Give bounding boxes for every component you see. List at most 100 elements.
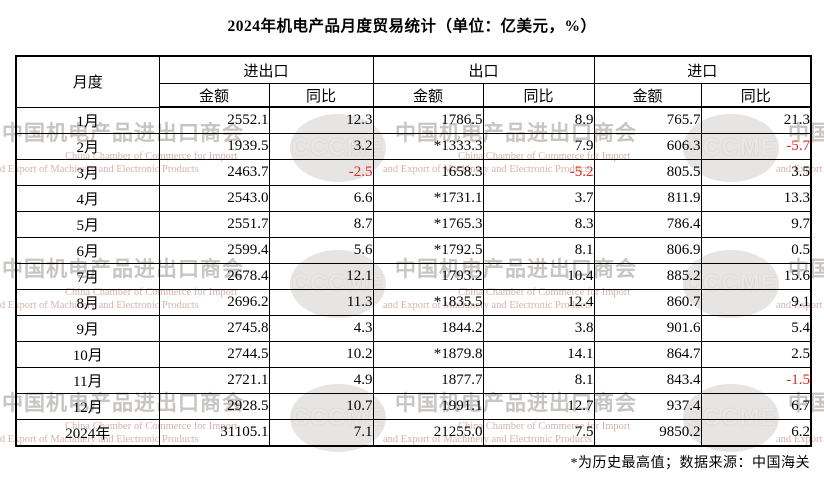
value-cell: 8.3 — [482, 211, 595, 238]
value-cell: 1658.3 — [372, 159, 484, 186]
trade-statistics-table: 月度 进出口 出口 进口 金额 同比 金额 同比 金额 同比 1月 2552.1 1… — [15, 55, 813, 447]
value-cell: 15.6 — [700, 263, 812, 290]
footnote: *为历史最高值；数据来源：中国海关 — [570, 456, 810, 471]
table-row: 1月 2552.1 12.3 1786.5 8.9 765.7 21.3 — [15, 106, 812, 134]
col-header-amount-ie: 金额 — [158, 83, 270, 108]
value-cell: 6.7 — [700, 393, 812, 420]
value-cell: 2.5 — [700, 341, 812, 368]
table-row: 7月 2678.4 12.1 1793.2 10.4 885.2 15.6 — [15, 263, 812, 290]
value-cell: 2744.5 — [158, 341, 270, 368]
value-cell: 2721.1 — [158, 367, 270, 394]
col-group-export: 出口 — [372, 55, 595, 84]
value-cell: 2678.4 — [158, 263, 270, 290]
value-cell: 2928.5 — [158, 393, 270, 420]
value-cell: 10.2 — [268, 341, 374, 368]
value-cell: 1877.7 — [372, 367, 484, 394]
value-cell: 843.4 — [593, 367, 702, 394]
value-cell: *1731.1 — [372, 185, 484, 212]
table-title: 2024年机电产品月度贸易统计（单位：亿美元，%） — [227, 18, 597, 35]
month-cell: 10月 — [15, 341, 160, 368]
value-cell: 765.7 — [593, 106, 702, 134]
header-sub-row: 金额 同比 金额 同比 金额 同比 — [16, 83, 812, 108]
value-cell: *1765.3 — [372, 211, 484, 238]
table-row: 11月 2721.1 4.9 1877.7 8.1 843.4 -1.5 — [15, 367, 812, 394]
month-cell: 4月 — [15, 185, 160, 212]
col-header-amount-import: 金额 — [593, 83, 702, 108]
month-cell: 6月 — [15, 237, 160, 264]
value-cell: 12.4 — [482, 289, 595, 316]
value-cell: -5.2 — [482, 159, 595, 186]
value-cell: 4.9 — [268, 367, 374, 394]
value-cell: 12.7 — [482, 393, 595, 420]
col-header-month: 月度 — [15, 55, 160, 108]
value-cell: 2543.0 — [158, 185, 270, 212]
value-cell: 7.5 — [482, 419, 595, 447]
month-cell: 7月 — [15, 263, 160, 290]
value-cell: 1786.5 — [372, 106, 484, 134]
value-cell: 9.1 — [700, 289, 812, 316]
value-cell: 12.1 — [268, 263, 374, 290]
value-cell: 3.8 — [482, 315, 595, 342]
table-row: 4月 2543.0 6.6 *1731.1 3.7 811.9 13.3 — [15, 185, 812, 212]
col-header-yoy-ie: 同比 — [268, 83, 374, 108]
month-cell: 1月 — [15, 106, 160, 134]
value-cell: 805.5 — [593, 159, 702, 186]
value-cell: 885.2 — [593, 263, 702, 290]
value-cell: 606.3 — [593, 133, 702, 160]
value-cell: 811.9 — [593, 185, 702, 212]
value-cell: 12.3 — [268, 106, 374, 134]
value-cell: 1793.2 — [372, 263, 484, 290]
value-cell: *1792.5 — [372, 237, 484, 264]
table-row: 3月 2463.7 -2.5 1658.3 -5.2 805.5 3.5 — [15, 159, 812, 186]
value-cell: -1.5 — [700, 367, 812, 394]
value-cell: 21.3 — [700, 106, 812, 134]
value-cell: -5.7 — [700, 133, 812, 160]
value-cell: 5.4 — [700, 315, 812, 342]
value-cell: 2696.2 — [158, 289, 270, 316]
table-row: 5月 2551.7 8.7 *1765.3 8.3 786.4 9.7 — [15, 211, 812, 238]
col-header-yoy-import: 同比 — [700, 83, 812, 108]
value-cell: *1879.8 — [372, 341, 484, 368]
value-cell: 786.4 — [593, 211, 702, 238]
value-cell: 9.7 — [700, 211, 812, 238]
table-row: 9月 2745.8 4.3 1844.2 3.8 901.6 5.4 — [15, 315, 812, 342]
month-cell: 3月 — [15, 159, 160, 186]
value-cell: 2599.4 — [158, 237, 270, 264]
table-row: 6月 2599.4 5.6 *1792.5 8.1 806.9 0.5 — [15, 237, 812, 264]
value-cell: 9850.2 — [593, 419, 702, 447]
value-cell: 8.7 — [268, 211, 374, 238]
value-cell: 8.1 — [482, 367, 595, 394]
table-row: 12月 2928.5 10.7 1991.1 12.7 937.4 6.7 — [15, 393, 812, 420]
value-cell: 0.5 — [700, 237, 812, 264]
value-cell: 860.7 — [593, 289, 702, 316]
value-cell: 1844.2 — [372, 315, 484, 342]
value-cell: 937.4 — [593, 393, 702, 420]
value-cell: *1333.3 — [372, 133, 484, 160]
value-cell: 7.1 — [268, 419, 374, 447]
col-group-import: 进口 — [593, 55, 812, 84]
value-cell: 1991.1 — [372, 393, 484, 420]
table-row: 2月 1939.5 3.2 *1333.3 7.9 606.3 -5.7 — [15, 133, 812, 160]
value-cell: 6.2 — [700, 419, 812, 447]
month-cell: 8月 — [15, 289, 160, 316]
header-group-row: 月度 进出口 出口 进口 — [15, 55, 812, 108]
value-cell: *1835.5 — [372, 289, 484, 316]
value-cell: 2552.1 — [158, 106, 270, 134]
value-cell: 3.2 — [268, 133, 374, 160]
value-cell: 8.1 — [482, 237, 595, 264]
month-cell: 2月 — [15, 133, 160, 160]
value-cell: 14.1 — [482, 341, 595, 368]
value-cell: 5.6 — [268, 237, 374, 264]
table-row: 2024年 31105.1 7.1 21255.0 7.5 9850.2 6.2 — [15, 419, 812, 447]
month-cell: 9月 — [15, 315, 160, 342]
value-cell: 8.9 — [482, 106, 595, 134]
value-cell: 31105.1 — [158, 419, 270, 447]
value-cell: 864.7 — [593, 341, 702, 368]
table-row: 10月 2744.5 10.2 *1879.8 14.1 864.7 2.5 — [15, 341, 812, 368]
col-group-import-export: 进出口 — [158, 55, 374, 84]
value-cell: 7.9 — [482, 133, 595, 160]
value-cell: 3.5 — [700, 159, 812, 186]
value-cell: 2745.8 — [158, 315, 270, 342]
value-cell: 2463.7 — [158, 159, 270, 186]
table-row: 8月 2696.2 11.3 *1835.5 12.4 860.7 9.1 — [15, 289, 812, 316]
